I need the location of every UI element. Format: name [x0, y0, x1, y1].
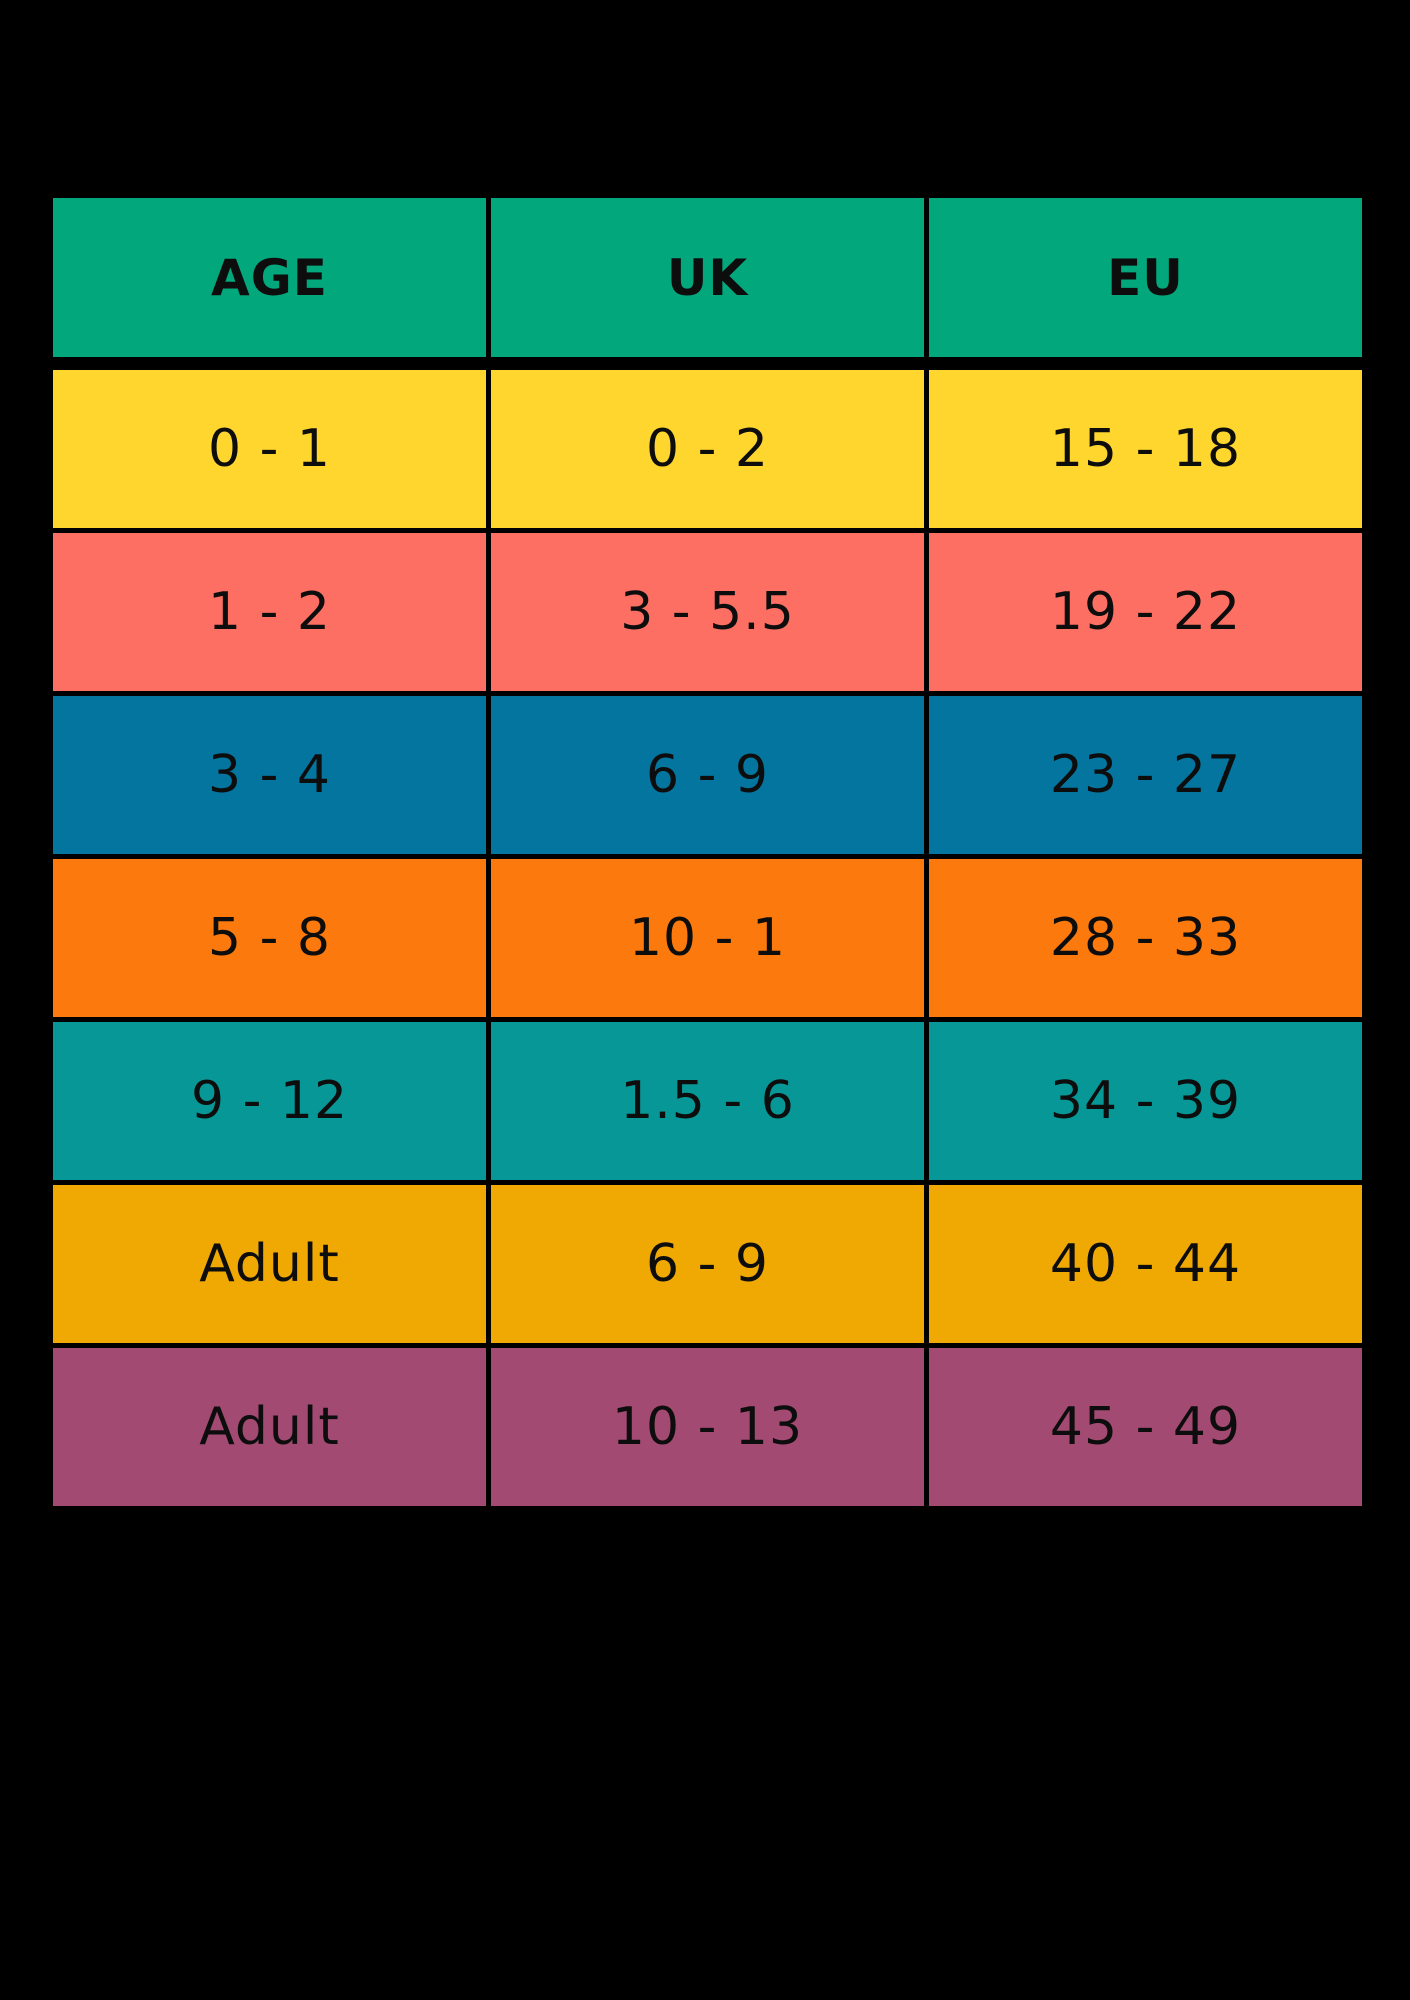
table-cell: Adult: [53, 1185, 486, 1343]
table-cell: 1.5 - 6: [491, 1022, 924, 1180]
table-cell: 34 - 39: [929, 1022, 1362, 1180]
size-table: AGE UK EU 0 - 1 0 - 2 15 - 18 1 - 2 3 - …: [53, 198, 1362, 1506]
table-cell: 10 - 1: [491, 859, 924, 1017]
table-cell: 45 - 49: [929, 1348, 1362, 1506]
table-cell: 9 - 12: [53, 1022, 486, 1180]
table-cell: Adult: [53, 1348, 486, 1506]
table-header: AGE UK EU: [53, 198, 1362, 357]
header-cell: EU: [929, 198, 1362, 357]
table-cell: 0 - 2: [491, 370, 924, 528]
header-cell: UK: [491, 198, 924, 357]
table-cell: 0 - 1: [53, 370, 486, 528]
table-body: 0 - 1 0 - 2 15 - 18 1 - 2 3 - 5.5 19 - 2…: [53, 370, 1362, 1506]
header-cell: AGE: [53, 198, 486, 357]
table-cell: 5 - 8: [53, 859, 486, 1017]
table-cell: 15 - 18: [929, 370, 1362, 528]
table-cell: 6 - 9: [491, 696, 924, 854]
table-cell: 28 - 33: [929, 859, 1362, 1017]
table-cell: 19 - 22: [929, 533, 1362, 691]
table-cell: 40 - 44: [929, 1185, 1362, 1343]
table-cell: 3 - 4: [53, 696, 486, 854]
table-cell: 23 - 27: [929, 696, 1362, 854]
table-cell: 10 - 13: [491, 1348, 924, 1506]
table-cell: 3 - 5.5: [491, 533, 924, 691]
table-cell: 1 - 2: [53, 533, 486, 691]
table-cell: 6 - 9: [491, 1185, 924, 1343]
